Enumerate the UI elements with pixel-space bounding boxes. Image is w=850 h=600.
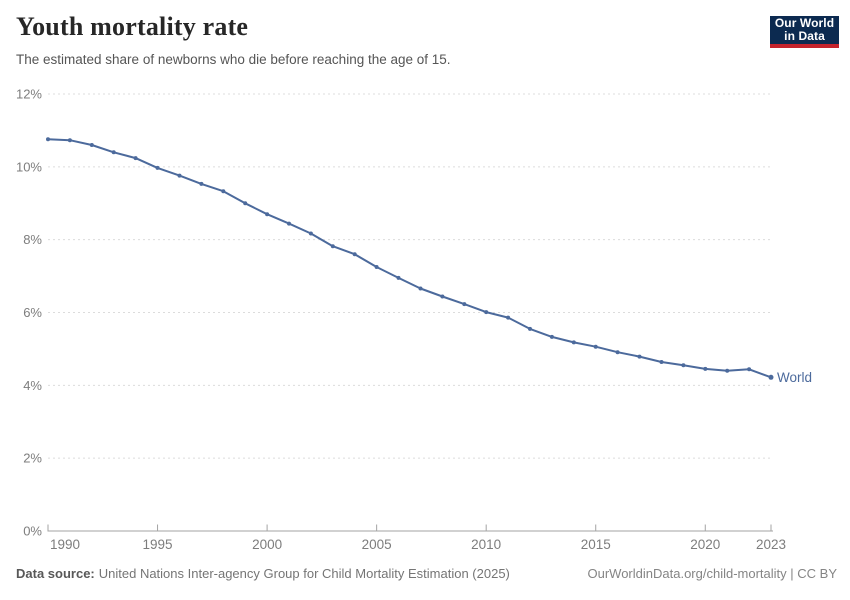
y-tick-label: 0% — [23, 524, 42, 539]
data-point[interactable] — [615, 350, 620, 355]
chart-subtitle: The estimated share of newborns who die … — [16, 52, 451, 67]
data-point[interactable] — [221, 189, 226, 194]
x-tick-label: 2005 — [362, 537, 392, 552]
y-tick-label: 4% — [23, 378, 42, 393]
footer-link[interactable]: OurWorldinData.org/child-mortality | CC … — [587, 566, 838, 581]
x-tick-label: 2023 — [756, 537, 786, 552]
data-point[interactable] — [703, 366, 708, 371]
data-point[interactable] — [747, 367, 752, 372]
series-line[interactable] — [47, 138, 772, 379]
data-point[interactable] — [484, 310, 489, 315]
data-point[interactable] — [177, 173, 182, 178]
data-point[interactable] — [440, 294, 445, 299]
data-point[interactable] — [549, 334, 554, 339]
owid-logo-line2: in Data — [784, 29, 825, 43]
x-tick-label: 1995 — [143, 537, 173, 552]
data-point[interactable] — [111, 150, 116, 155]
data-point[interactable] — [396, 275, 401, 280]
data-source-label: Data source: — [16, 566, 95, 581]
x-tick-label: 2010 — [471, 537, 501, 552]
data-point[interactable] — [155, 165, 160, 170]
x-tick-label: 2000 — [252, 537, 282, 552]
data-point[interactable] — [89, 143, 94, 147]
data-point[interactable] — [330, 244, 335, 249]
y-tick-label: 2% — [23, 451, 42, 466]
data-point[interactable] — [374, 265, 379, 269]
data-point[interactable] — [352, 252, 357, 257]
data-point[interactable] — [681, 363, 686, 368]
y-tick-label: 12% — [16, 87, 42, 102]
data-point[interactable] — [133, 156, 138, 161]
y-tick-label: 6% — [23, 305, 42, 320]
data-point[interactable] — [287, 221, 291, 226]
data-point[interactable] — [308, 231, 313, 236]
owid-logo[interactable]: Our World in Data — [770, 16, 839, 48]
data-point[interactable] — [418, 286, 423, 291]
data-point[interactable] — [725, 368, 730, 373]
chart-footer: Data source: United Nations Inter-agency … — [16, 566, 837, 581]
data-point[interactable] — [67, 138, 72, 143]
data-point[interactable] — [528, 326, 532, 331]
owid-logo-line1: Our World — [774, 16, 835, 30]
data-point[interactable] — [46, 137, 50, 142]
data-point[interactable] — [659, 360, 664, 364]
data-point[interactable] — [243, 201, 248, 206]
x-tick-label: 2020 — [690, 537, 720, 552]
data-point[interactable] — [571, 340, 576, 345]
series-world[interactable] — [46, 137, 774, 380]
data-point[interactable] — [506, 315, 511, 320]
page-title: Youth mortality rate — [16, 12, 249, 41]
data-point[interactable] — [593, 344, 598, 349]
x-tick-label: 2015 — [581, 537, 611, 552]
data-point[interactable] — [265, 212, 270, 217]
data-point[interactable] — [199, 181, 204, 186]
y-tick-label: 8% — [23, 232, 42, 247]
data-source: Data source: United Nations Inter-agency … — [16, 566, 510, 581]
data-point[interactable] — [637, 354, 642, 359]
series-end-label[interactable]: World — [777, 370, 812, 385]
data-point[interactable] — [768, 374, 774, 380]
data-source-text: United Nations Inter-agency Group for Ch… — [98, 566, 510, 581]
x-tick-label: 1990 — [50, 537, 80, 552]
data-point[interactable] — [462, 302, 467, 307]
y-tick-label: 10% — [16, 159, 42, 174]
